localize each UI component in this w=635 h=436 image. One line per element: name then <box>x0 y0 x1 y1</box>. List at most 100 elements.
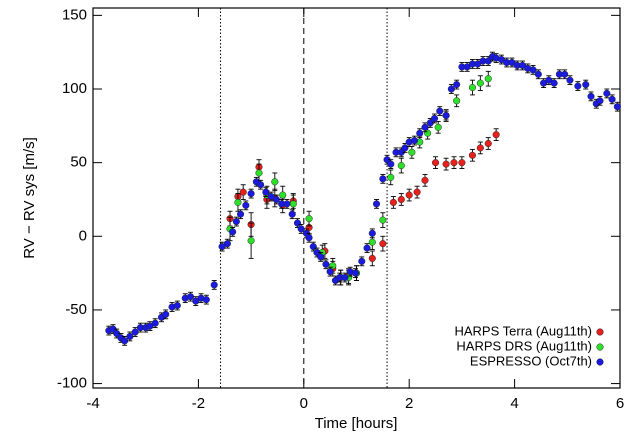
data-point <box>410 137 419 145</box>
data-point <box>561 70 569 78</box>
x-tick-label: 6 <box>616 395 624 412</box>
data-point <box>257 181 265 189</box>
data-point <box>239 188 247 196</box>
data-point <box>387 160 395 168</box>
data-point <box>566 76 574 84</box>
data-point <box>405 191 413 199</box>
data-point <box>453 97 461 105</box>
data-point <box>574 82 582 90</box>
data-point <box>309 243 317 251</box>
data-point <box>389 198 397 206</box>
data-point <box>442 111 450 120</box>
data-point <box>247 190 255 198</box>
data-point <box>613 103 621 111</box>
data-point <box>271 178 279 186</box>
data-point <box>210 281 218 289</box>
data-point <box>293 219 302 227</box>
data-point <box>223 240 231 248</box>
data-point <box>413 188 421 196</box>
data-point <box>151 319 159 327</box>
data-point <box>363 244 371 252</box>
data-point <box>534 70 542 78</box>
data-point <box>434 123 442 131</box>
data-point <box>453 81 461 89</box>
data-point <box>255 169 263 177</box>
legend-marker <box>596 343 604 351</box>
data-point <box>450 159 458 167</box>
data-point <box>608 95 616 103</box>
legend-marker <box>596 358 604 366</box>
data-point <box>173 301 181 310</box>
data-point <box>587 92 595 100</box>
data-point <box>186 293 195 301</box>
x-axis-label: Time [hours] <box>315 415 398 432</box>
data-point <box>447 85 455 93</box>
legend-label: HARPS DRS (Aug11th) <box>456 338 592 353</box>
data-point <box>484 75 492 83</box>
data-point <box>529 66 537 74</box>
data-point <box>279 191 287 199</box>
data-point <box>131 328 139 336</box>
data-point <box>341 273 349 282</box>
x-tick-label: 0 <box>300 395 308 412</box>
data-point <box>126 332 134 340</box>
data-point <box>289 200 297 208</box>
data-point <box>317 253 325 261</box>
y-tick-label: 150 <box>62 6 87 23</box>
data-point <box>468 151 476 159</box>
data-point <box>458 159 466 167</box>
data-point <box>237 210 245 218</box>
data-point <box>484 139 492 148</box>
data-point <box>368 254 376 262</box>
data-point <box>368 229 376 237</box>
data-point <box>326 268 334 276</box>
data-point <box>492 131 500 139</box>
data-point <box>162 310 170 318</box>
data-point <box>416 129 424 137</box>
data-point <box>476 144 484 152</box>
data-point <box>358 257 366 265</box>
legend-label: HARPS Terra (Aug11th) <box>454 323 592 338</box>
y-axis-label: RV − RV sys [m/s] <box>21 137 38 259</box>
data-point <box>272 195 280 204</box>
data-point <box>229 228 237 236</box>
y-tick-label: 0 <box>79 227 87 244</box>
data-point <box>468 83 476 92</box>
data-point <box>408 148 416 156</box>
data-point <box>247 237 255 245</box>
data-point <box>430 114 439 123</box>
data-point <box>297 225 305 233</box>
y-tick-label: -100 <box>57 375 87 392</box>
data-point <box>397 195 405 204</box>
y-tick-label: 100 <box>62 80 87 97</box>
data-point <box>305 215 313 223</box>
data-point <box>379 175 387 183</box>
data-point <box>368 238 376 246</box>
data-point <box>387 173 395 181</box>
data-point <box>476 79 484 87</box>
data-point <box>379 216 387 224</box>
data-point <box>421 176 429 184</box>
data-point <box>421 123 429 131</box>
data-point <box>121 337 129 345</box>
x-tick-label: 2 <box>405 395 413 412</box>
data-point <box>442 160 450 168</box>
data-point <box>432 159 440 167</box>
data-point <box>283 200 291 208</box>
data-point <box>397 162 405 170</box>
legend-label: ESPRESSO (Oct7th) <box>470 353 592 368</box>
x-tick-label: -4 <box>86 395 99 412</box>
plot-frame <box>92 7 621 389</box>
y-tick-label: -50 <box>65 301 87 318</box>
data-point <box>202 296 210 304</box>
y-tick-label: 50 <box>70 154 87 171</box>
data-point <box>379 240 387 248</box>
data-point <box>436 107 444 115</box>
data-point <box>351 269 359 277</box>
data-point <box>372 200 381 208</box>
data-point <box>582 81 590 89</box>
data-point <box>234 198 242 206</box>
data-point <box>288 210 296 218</box>
data-point <box>232 218 240 226</box>
